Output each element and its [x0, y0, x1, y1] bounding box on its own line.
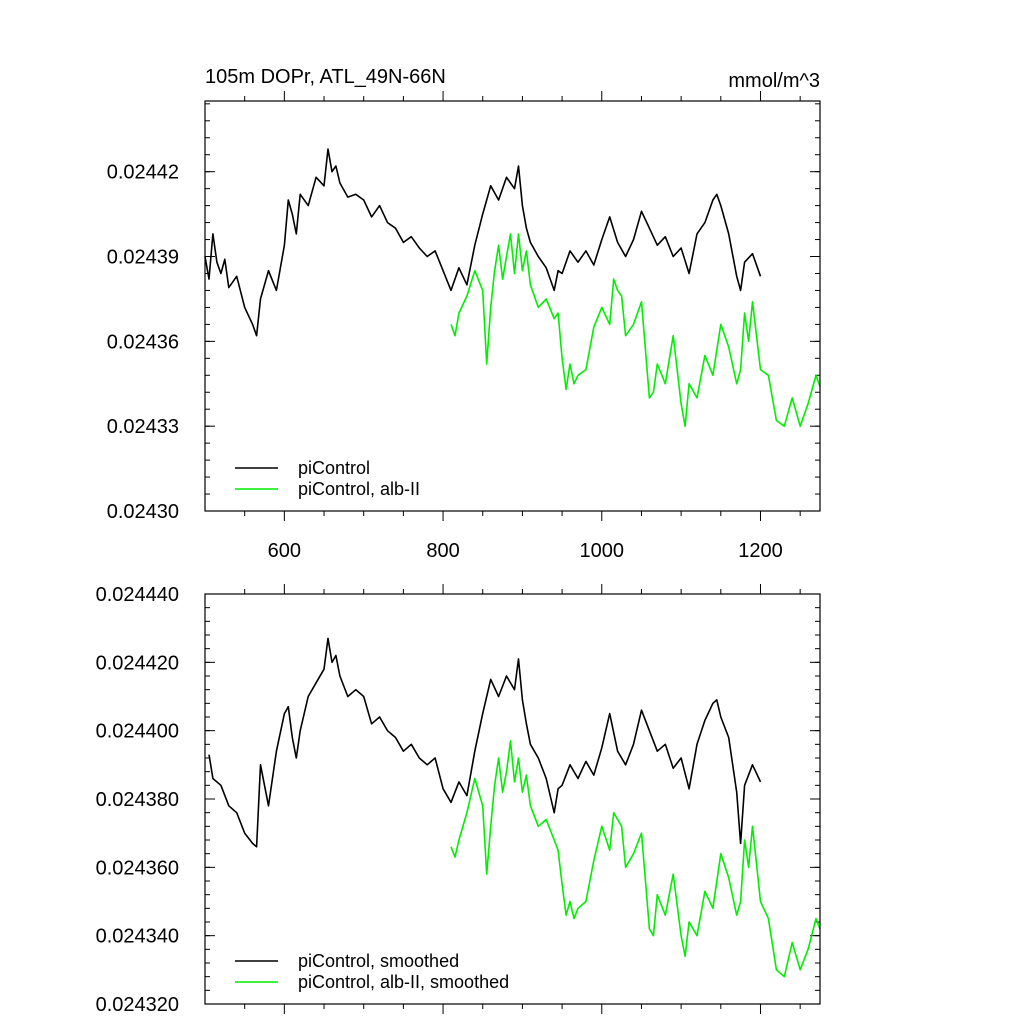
- x-tick-label: 600: [268, 540, 301, 562]
- x-tick-label: 800: [426, 540, 459, 562]
- bottom-chart-frame: [204, 593, 821, 1005]
- y-tick-label: 0.02433: [107, 416, 179, 438]
- x-tick-label: 1200: [738, 540, 783, 562]
- series-line-picontrol: [204, 148, 762, 337]
- bottom-chart: 0.024320 0.024340 0.024360 0.024380 0.024400…: [96, 584, 821, 1016]
- legend-label: piControl, alb-II, smoothed: [298, 972, 509, 992]
- legend-label: piControl, alb-II: [298, 479, 420, 499]
- top-chart: 105m DOPr, ATL_49N-66N mmol/m^3 0.024300…: [107, 66, 821, 562]
- y-tick-label: 0.02439: [107, 247, 179, 269]
- chart-title: 105m DOPr, ATL_49N-66N: [205, 66, 446, 88]
- y-tick-label: 0.024420: [96, 652, 179, 674]
- legend-label: piControl, smoothed: [298, 951, 459, 971]
- y-tick-label: 0.024380: [96, 789, 179, 811]
- top-chart-series: [204, 148, 821, 427]
- y-tick-label: 0.024400: [96, 721, 179, 743]
- y-tick-label: 0.024340: [96, 926, 179, 948]
- y-tick-label: 0.02436: [107, 331, 179, 353]
- bottom-chart-series: [208, 637, 821, 978]
- y-tick-label: 0.024320: [96, 994, 179, 1016]
- series-line-alb-ii: [450, 740, 821, 978]
- top-chart-frame: [204, 100, 821, 512]
- units-label: mmol/m^3: [728, 70, 820, 92]
- series-line-alb-ii: [450, 233, 821, 427]
- x-tick-label: 1000: [580, 540, 625, 562]
- y-tick-label: 0.024360: [96, 857, 179, 879]
- legend-label: piControl: [298, 458, 370, 478]
- top-chart-axes: 0.02430 0.02433 0.02436 0.02439 0.02442 600 80…: [107, 91, 820, 562]
- y-tick-label: 0.024440: [96, 584, 179, 606]
- series-line-picontrol: [208, 637, 762, 848]
- y-tick-label: 0.02442: [107, 162, 179, 184]
- y-tick-label: 0.02430: [107, 501, 179, 523]
